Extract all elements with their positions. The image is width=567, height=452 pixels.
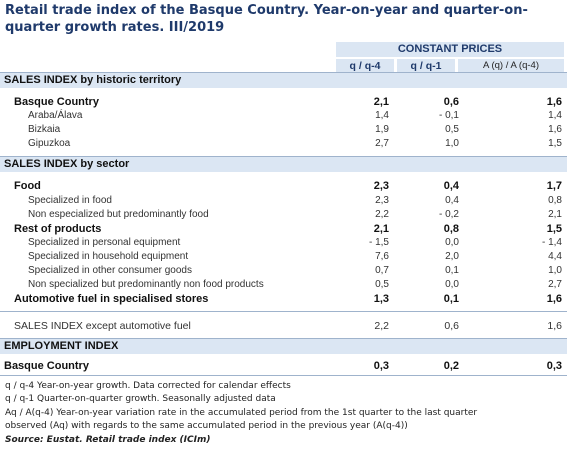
row-label: Non specialized but predominantly non fo… — [28, 279, 264, 290]
section-title: SALES INDEX by historic territory — [4, 74, 182, 86]
value-accumulated: 4,4 — [548, 251, 562, 262]
value-qoq: 0,2 — [443, 360, 459, 372]
section-sector: SALES INDEX by sector — [0, 156, 567, 172]
value-qoq: 0,0 — [445, 279, 459, 290]
table-row: Basque Country 2,1 0,6 1,6 — [0, 96, 567, 108]
row-label: Food — [14, 180, 41, 192]
value-qoq: 0,8 — [443, 223, 459, 235]
source-note: Source: Eustat. Retail trade index (ICIm… — [5, 434, 211, 445]
value-accumulated: 0,8 — [548, 195, 562, 206]
row-label: Non especialized but predominantly food — [28, 209, 209, 220]
constant-prices-header: CONSTANT PRICES — [397, 43, 503, 55]
value-yoy: 0,5 — [375, 279, 389, 290]
row-label: Basque Country — [14, 96, 99, 108]
value-qoq: 0,1 — [445, 265, 459, 276]
row-label: Bizkaia — [28, 124, 61, 135]
table-row: Non specialized but predominantly non fo… — [0, 279, 567, 291]
table-row: Araba/Álava 1,4 - 0,1 1,4 — [0, 110, 567, 122]
value-qoq: - 0,2 — [438, 209, 459, 220]
value-accumulated: 1,0 — [548, 265, 562, 276]
value-qoq: 2,0 — [445, 251, 459, 262]
table-row: Food 2,3 0,4 1,7 — [0, 180, 567, 192]
row-label: Basque Country — [4, 360, 89, 372]
value-yoy: 2,3 — [373, 180, 389, 192]
table-row: Specialized in food 2,3 0,4 0,8 — [0, 195, 567, 207]
table-row: Specialized in other consumer goods 0,7 … — [0, 265, 567, 277]
note-accumulated: Aq / A(q-4) Year-on-year variation rate … — [5, 407, 478, 418]
table-row: Bizkaia 1,9 0,5 1,6 — [0, 124, 567, 136]
section-title: SALES INDEX by sector — [4, 158, 130, 170]
value-yoy: 1,4 — [375, 110, 389, 121]
section-title: EMPLOYMENT INDEX — [4, 340, 119, 352]
divider — [0, 311, 567, 312]
table-row: SALES INDEX except automotive fuel 2,2 0… — [0, 320, 567, 332]
section-territory: SALES INDEX by historic territory — [0, 72, 567, 88]
table-row: Gipuzkoa 2,7 1,0 1,5 — [0, 138, 567, 150]
value-yoy: 2,1 — [373, 223, 389, 235]
value-accumulated: 1,6 — [548, 124, 562, 135]
value-yoy: 2,3 — [375, 195, 389, 206]
footnotes: q / q-4 Year-on-year growth. Data correc… — [5, 380, 565, 447]
value-yoy: 2,1 — [373, 96, 389, 108]
value-accumulated: 2,1 — [548, 209, 562, 220]
value-accumulated: 1,5 — [548, 138, 562, 149]
row-label: Araba/Álava — [28, 110, 83, 121]
value-yoy: 0,3 — [373, 360, 389, 372]
col-header-qoq: q / q-1 — [397, 59, 455, 73]
value-yoy: 1,3 — [373, 293, 389, 305]
value-accumulated: 1,4 — [548, 110, 562, 121]
row-label: Automotive fuel in specialised stores — [14, 293, 209, 305]
value-qoq: 0,5 — [445, 124, 459, 135]
row-label: Specialized in food — [28, 195, 112, 206]
value-accumulated: 2,7 — [548, 279, 562, 290]
value-yoy: 2,2 — [374, 320, 389, 332]
value-yoy: - 1,5 — [368, 237, 389, 248]
table-row: Rest of products 2,1 0,8 1,5 — [0, 223, 567, 235]
note-yoy: q / q-4 Year-on-year growth. Data correc… — [5, 381, 291, 391]
table-row: Specialized in household equipment 7,6 2… — [0, 251, 567, 263]
value-yoy: 1,9 — [375, 124, 389, 135]
value-yoy: 7,6 — [375, 251, 389, 262]
note-qoq: q / q-1 Quarter-on-quarter growth. Seaso… — [5, 394, 276, 405]
value-qoq: 0,1 — [443, 293, 459, 305]
row-label: Rest of products — [14, 223, 102, 235]
row-label: SALES INDEX except automotive fuel — [14, 320, 191, 332]
table-row: Specialized in personal equipment - 1,5 … — [0, 237, 567, 249]
value-accumulated: - 1,4 — [541, 237, 562, 248]
row-label: Specialized in household equipment — [28, 251, 189, 262]
value-qoq: 0,4 — [445, 195, 459, 206]
value-qoq: 1,0 — [445, 138, 459, 149]
table-row: Automotive fuel in specialised stores 1,… — [0, 293, 567, 305]
row-label: Specialized in personal equipment — [28, 237, 181, 248]
value-accumulated: 1,6 — [547, 320, 562, 332]
value-qoq: 0,0 — [445, 237, 459, 248]
value-qoq: 0,4 — [443, 180, 459, 192]
page-title: Retail trade index of the Basque Country… — [5, 3, 528, 35]
table-row: Non especialized but predominantly food … — [0, 209, 567, 221]
value-accumulated: 1,6 — [546, 96, 562, 108]
value-qoq: 0,6 — [443, 96, 459, 108]
table-row: Basque Country 0,3 0,2 0,3 — [0, 360, 567, 372]
constant-prices-band — [336, 42, 564, 57]
note-accumulated-cont: observed (Aq) with regards to the same a… — [5, 421, 408, 432]
value-qoq: 0,6 — [444, 320, 459, 332]
value-accumulated: 1,6 — [546, 293, 562, 305]
value-qoq: - 0,1 — [438, 110, 459, 121]
col-header-accumulated: A (q) / A (q-4) — [458, 59, 564, 73]
value-accumulated: 1,7 — [546, 180, 562, 192]
row-label: Specialized in other consumer goods — [28, 265, 192, 276]
value-yoy: 2,7 — [375, 138, 389, 149]
col-header-yoy: q / q-4 — [336, 59, 394, 73]
section-employment: EMPLOYMENT INDEX — [0, 338, 567, 354]
value-accumulated: 1,5 — [546, 223, 562, 235]
divider — [0, 375, 567, 376]
value-accumulated: 0,3 — [546, 360, 562, 372]
row-label: Gipuzkoa — [28, 138, 71, 149]
value-yoy: 2,2 — [375, 209, 389, 220]
value-yoy: 0,7 — [375, 265, 389, 276]
